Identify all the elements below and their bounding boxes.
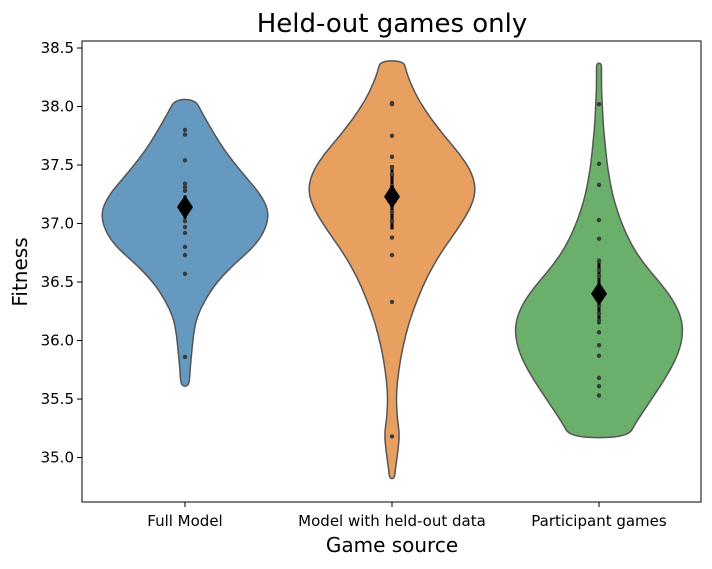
x-tick-label: Participant games (531, 512, 667, 530)
violin-group (308, 60, 476, 480)
y-axis: 35.0 35.5 36.0 36.5 37.0 37.5 38.0 38.5 (41, 39, 82, 467)
data-point (182, 127, 188, 133)
data-point (596, 318, 602, 323)
data-point (389, 172, 395, 177)
y-tick-label: 38.5 (41, 39, 74, 57)
data-point (182, 230, 188, 236)
data-point (596, 353, 602, 358)
data-point (182, 224, 188, 230)
y-tick-label: 38.0 (41, 98, 74, 116)
data-point (596, 217, 602, 223)
data-point (596, 182, 602, 188)
x-tick-label: Full Model (147, 512, 222, 530)
mean-marker (384, 184, 400, 209)
data-point (389, 133, 395, 138)
data-point (182, 271, 188, 277)
data-point (182, 132, 188, 137)
data-point (182, 244, 188, 250)
chart-title: Held-out games only (257, 9, 528, 39)
mean-marker (177, 195, 193, 220)
data-point (389, 252, 395, 258)
data-point (596, 343, 602, 348)
data-point (389, 165, 395, 170)
y-tick-label: 36.0 (41, 332, 74, 350)
y-tick-label: 37.5 (41, 156, 74, 174)
data-point (182, 185, 188, 190)
data-point (596, 273, 602, 279)
x-axis-label: Game source (326, 533, 458, 557)
data-point (389, 154, 395, 160)
data-point (596, 393, 602, 398)
data-point (596, 330, 602, 335)
data-point (596, 236, 602, 241)
data-point (182, 181, 188, 186)
data-point (389, 209, 395, 215)
data-point (182, 158, 188, 163)
data-point (596, 311, 602, 316)
y-axis-label: Fitness (8, 237, 32, 306)
data-point (182, 188, 188, 193)
y-tick-label: 35.0 (41, 449, 74, 467)
y-tick-label: 35.5 (41, 390, 74, 408)
data-point (389, 235, 395, 240)
data-point (389, 218, 395, 224)
mean-marker (591, 281, 607, 306)
data-point (596, 161, 602, 167)
violin-group (101, 98, 269, 387)
violin-body (101, 98, 269, 387)
x-tick-label: Model with held-out data (298, 512, 486, 530)
data-point (596, 258, 602, 264)
x-axis: Full Model Model with held-out data Partic… (147, 502, 667, 530)
data-point (182, 252, 188, 258)
plot-area (101, 60, 684, 480)
y-tick-label: 37.0 (41, 215, 74, 233)
data-point (596, 268, 602, 273)
data-point (596, 101, 602, 107)
data-point (389, 100, 395, 106)
violin-body (514, 62, 684, 439)
data-point (182, 354, 188, 360)
violin-group (514, 62, 684, 439)
data-point (596, 383, 602, 389)
violin-body (308, 60, 476, 480)
data-point (389, 434, 395, 439)
data-point (182, 218, 188, 224)
data-point (596, 375, 602, 381)
y-tick-label: 36.5 (41, 273, 74, 291)
data-point (389, 299, 395, 305)
